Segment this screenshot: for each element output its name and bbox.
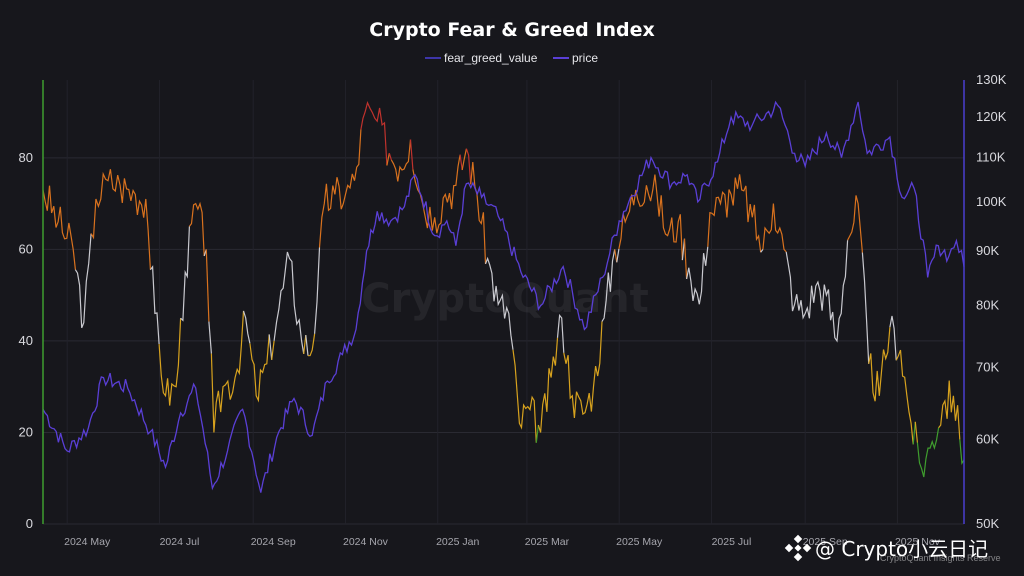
fear-greed-segment [785,240,849,343]
fear-greed-segment [563,321,603,418]
fear-greed-segment [271,340,275,360]
x-tick-label: 2025 May [616,536,663,548]
right-tick-label: 70K [976,360,999,375]
chart-title: Crypto Fear & Greed Index [369,19,654,41]
grid [43,80,964,525]
fear-greed-segment [614,249,618,263]
right-tick-label: 120K [976,109,1007,124]
fear-greed-segment [360,101,388,166]
fear-greed-segment [303,335,307,354]
left-tick-label: 60 [19,241,33,256]
fear-greed-segment [914,421,918,443]
left-tick-label: 0 [26,516,33,531]
fear-greed-segment [188,201,205,257]
fear-greed-segment [388,153,392,161]
legend-label-price: price [572,51,598,65]
right-tick-label: 90K [976,243,999,258]
legend-item-price[interactable]: price [553,51,598,65]
x-tick-label: 2025 Sep [803,536,848,548]
fear-greed-segment [512,349,537,443]
legend-label-fear-greed: fear_greed_value [444,51,538,65]
fear-greed-segment [618,174,683,261]
fear-greed-segment [273,251,305,354]
fear-greed-segment [616,248,620,263]
fear-greed-segment [386,153,390,166]
price-line [42,100,965,493]
fear-greed-segment [42,185,76,270]
right-tick-label: 100K [976,194,1007,209]
fear-greed-segment [868,327,891,402]
x-axis-ticks: 2024 May 2024 Jul 2024 Sep 2024 Nov 2025 Jan… [64,536,941,548]
right-tick-label: 130K [976,72,1007,87]
fear-greed-segment [461,148,467,171]
fear-greed-segment [180,226,190,322]
fear-greed-segment [314,247,321,334]
fear-greed-segment [158,318,182,406]
fear-greed-segment [90,169,151,270]
left-tick-label: 20 [19,424,33,439]
fear-greed-segment [390,139,412,182]
x-tick-label: 2024 Sep [251,536,296,548]
x-tick-label: 2025 Jul [712,536,752,548]
right-tick-label: 80K [976,298,999,313]
fear-greed-segment [210,310,245,433]
fear-greed-segment [556,313,565,353]
fear-greed-segment [484,256,514,350]
fear-greed-segment [762,203,787,253]
left-tick-label: 80 [19,150,33,165]
x-tick-label: 2025 Jan [436,536,479,548]
source-note: CryptoQuant Insights Reserve [880,553,1001,563]
fear-greed-segment [149,265,160,345]
fear-greed-segment [912,421,916,445]
fear-greed-segment [205,249,210,322]
fear-greed-segment [537,337,559,433]
fear-greed-segment [895,349,914,445]
fear-greed-segment [470,161,487,264]
fear-greed-segment [307,333,316,357]
right-tick-label: 110K [976,150,1006,165]
fear-greed-segment [686,246,709,305]
fear-greed-segment [465,148,472,185]
fear-greed-segment [459,154,463,171]
left-axis-ticks: 0 20 40 60 80 [19,150,33,531]
fear-greed-segment [938,380,961,440]
fear-greed-segment [249,334,270,403]
fear-greed-segment [535,424,539,443]
legend-item-fear-greed[interactable]: fear_greed_value [425,51,538,65]
fear-greed-segment [268,334,273,360]
legend: fear_greed_value price [425,51,598,65]
fear-greed-segment [760,249,764,253]
x-tick-label: 2024 May [64,536,111,548]
fear-greed-segment [683,238,688,280]
fear-greed-segment [707,174,762,253]
fear-greed-segment [242,310,251,344]
fear-greed-segment [916,427,940,478]
right-axis-ticks: 50K 60K 70K 80K 90K 100K 110K 120K 130K [976,72,1007,531]
right-tick-label: 50K [976,516,999,531]
brand-text: @ Crypto小云日记 [815,537,988,561]
x-tick-label: 2024 Jul [160,536,200,548]
x-tick-label: 2025 Nov [895,536,941,548]
fear-greed-segment [208,321,212,354]
brand: @ Crypto小云日记 [784,534,988,562]
left-tick-label: 40 [19,333,33,348]
fear-greed-segment [889,315,897,361]
series-fear-greed [42,101,965,478]
fear-greed-segment [305,335,309,356]
series-price [42,100,965,493]
fear-greed-segment [409,139,414,170]
x-tick-label: 2025 Mar [525,536,570,548]
fear-greed-segment [861,252,870,364]
fear-greed-segment [847,195,863,253]
x-tick-label: 2024 Nov [343,536,389,548]
fear-greed-segment [74,233,92,329]
right-tick-label: 60K [976,431,999,446]
fear-greed-segment [318,129,362,248]
fear-greed-segment [601,249,616,322]
